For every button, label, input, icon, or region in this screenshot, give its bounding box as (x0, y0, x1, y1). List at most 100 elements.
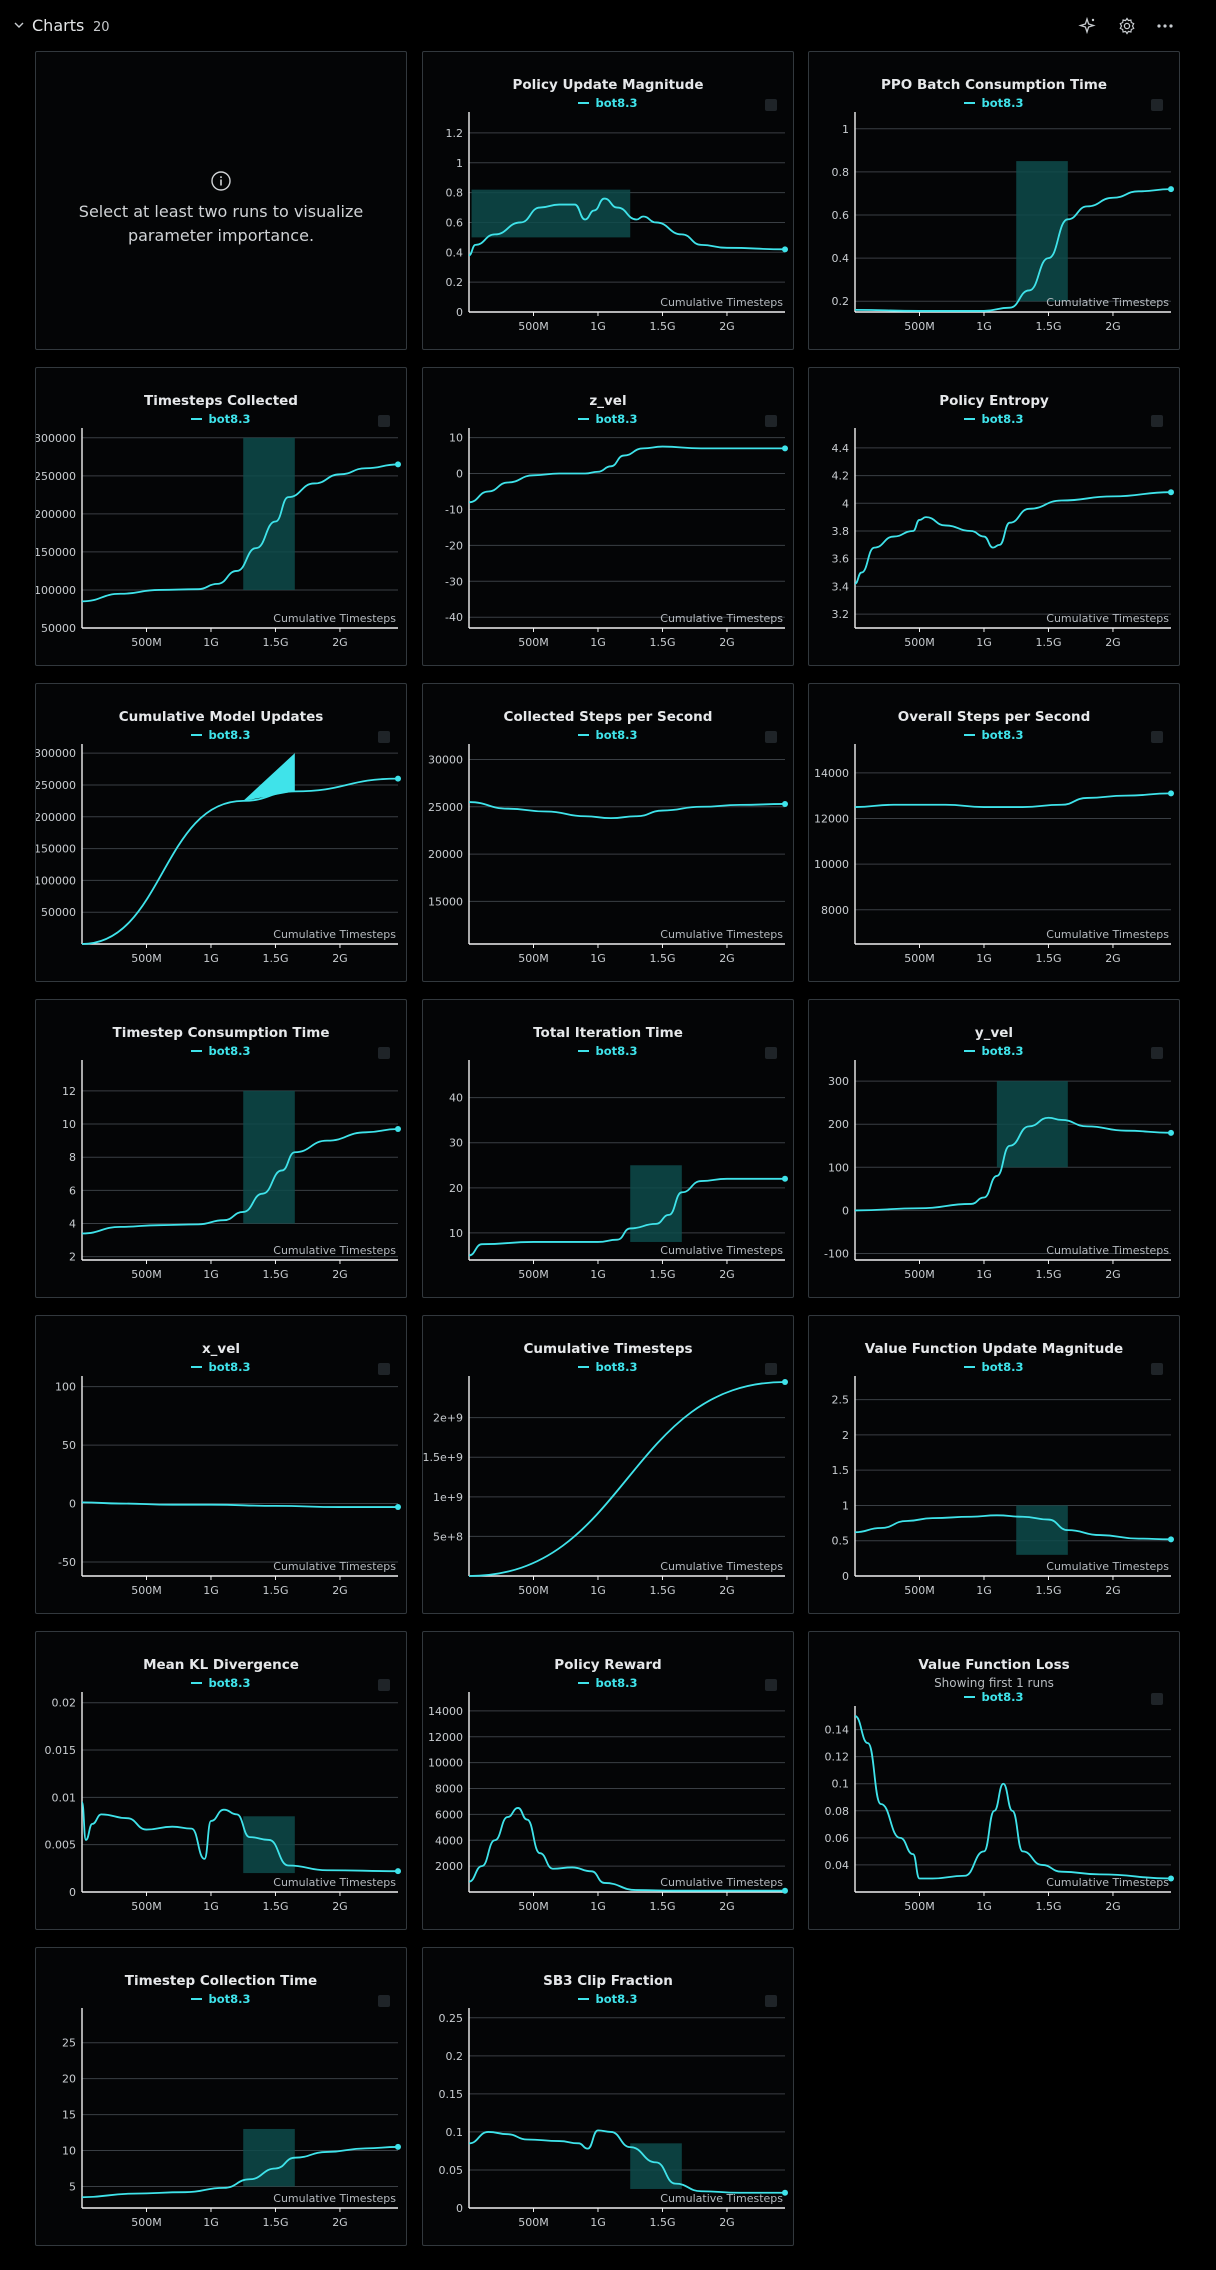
series-line-bot8-3[interactable] (468, 2129, 785, 2194)
chart-panel-x-vel[interactable]: x_vel bot8.3 -50 0 50 100 500M 1G 1.5G 2G Cumulati… (35, 1315, 407, 1614)
series-endpoint[interactable] (782, 1887, 788, 1894)
chart-menu-button[interactable] (378, 1995, 390, 2007)
series-line-bot8-3[interactable] (468, 1381, 786, 1577)
series-line-bot8-3[interactable] (81, 1501, 398, 1508)
chart-legend[interactable]: bot8.3 (36, 1044, 406, 1058)
chart-panel-mean-kl-divergence[interactable]: Mean KL Divergence bot8.3 0 0.005 0.01 0.015 0… (35, 1631, 407, 1930)
chart-legend[interactable]: bot8.3 (423, 728, 793, 742)
series-endpoint[interactable] (1168, 1536, 1174, 1543)
series-endpoint[interactable] (395, 1504, 401, 1511)
chart-panel-sb3-clip-fraction[interactable]: SB3 Clip Fraction bot8.3 0 0.05 0.1 0.15 0.2 0.… (422, 1947, 794, 2246)
chart-panel-overall-steps-per-second[interactable]: Overall Steps per Second bot8.3 8000 10000 1… (808, 683, 1180, 982)
series-line-bot8-3[interactable] (81, 1801, 399, 1873)
chart-menu-button[interactable] (765, 1679, 777, 1691)
series-endpoint[interactable] (782, 445, 788, 452)
series-line-bot8-3[interactable] (854, 1116, 1172, 1212)
series-endpoint[interactable] (782, 800, 788, 807)
chart-menu-button[interactable] (378, 1679, 390, 1691)
chart-menu-button[interactable] (378, 1363, 390, 1375)
chart-panel-total-iteration-time[interactable]: Total Iteration Time bot8.3 10 20 30 40 500M 1G… (422, 999, 794, 1298)
series-endpoint[interactable] (395, 2143, 401, 2150)
chart-legend[interactable]: bot8.3 (36, 1360, 406, 1374)
chart-menu-button[interactable] (378, 415, 390, 427)
chart-legend[interactable]: bot8.3 (809, 728, 1179, 742)
chart-legend[interactable]: bot8.3 (423, 1360, 793, 1374)
series-line-bot8-3[interactable] (854, 792, 1172, 808)
chart-panel-policy-reward[interactable]: Policy Reward bot8.3 2000 4000 6000 8000 10000… (422, 1631, 794, 1930)
chart-panel-cumulative-model-updates[interactable]: Cumulative Model Updates bot8.3 50000 10000… (35, 683, 407, 982)
chart-panel-timestep-collection-time[interactable]: Timestep Collection Time bot8.3 5 10 15 20 25 5… (35, 1947, 407, 2246)
chart-panel-y-vel[interactable]: y_vel bot8.3 -100 0 100 200 300 500M 1G 1.5G 2G Cum… (808, 999, 1180, 1298)
chart-menu-button[interactable] (765, 1047, 777, 1059)
section-title[interactable]: Charts (32, 16, 85, 35)
chart-menu-button[interactable] (1151, 1047, 1163, 1059)
chart-legend[interactable]: bot8.3 (809, 412, 1179, 426)
series-endpoint[interactable] (1168, 1129, 1174, 1136)
chart-panel-policy-entropy[interactable]: Policy Entropy bot8.3 3.2 3.4 3.6 3.8 4 4.2 4.4 5… (808, 367, 1180, 666)
series-line-bot8-3[interactable] (468, 445, 785, 504)
gear-icon[interactable] (1117, 16, 1137, 36)
chart-legend[interactable]: bot8.3 (809, 96, 1179, 110)
chart-menu-button[interactable] (1151, 415, 1163, 427)
chart-legend[interactable]: bot8.3 (809, 1690, 1179, 1704)
chevron-down-icon[interactable] (14, 20, 24, 30)
chart-legend[interactable]: bot8.3 (423, 96, 793, 110)
chart-panel-cumulative-timesteps[interactable]: Cumulative Timesteps bot8.3 5e+8 1e+9 1.5e+9… (422, 1315, 794, 1614)
chart-menu-button[interactable] (378, 1047, 390, 1059)
chart-menu-button[interactable] (1151, 1693, 1163, 1705)
series-line-bot8-3[interactable] (468, 801, 786, 820)
chart-panel-z-vel[interactable]: z_vel bot8.3 -40 -30 -20 -10 0 10 500M 1G 1.5G 2G Cu… (422, 367, 794, 666)
chart-panel-policy-update-magnitude[interactable]: Policy Update Magnitude bot8.3 0 0.2 0.4 0.6 0… (422, 51, 794, 350)
chart-legend[interactable]: bot8.3 (423, 1992, 793, 2006)
series-line-bot8-3[interactable] (468, 1807, 785, 1892)
series-line-bot8-3[interactable] (854, 188, 1172, 312)
series-endpoint[interactable] (782, 2189, 788, 2196)
series-endpoint[interactable] (395, 461, 401, 468)
chart-panel-timestep-consumption-time[interactable]: Timestep Consumption Time bot8.3 2 4 6 8 10 12 5… (35, 999, 407, 1298)
chart-menu-button[interactable] (1151, 731, 1163, 743)
series-line-bot8-3[interactable] (81, 1128, 399, 1235)
chart-menu-button[interactable] (765, 731, 777, 743)
series-endpoint[interactable] (1168, 1875, 1174, 1882)
chart-legend[interactable]: bot8.3 (423, 1676, 793, 1690)
sparkle-icon[interactable] (1078, 16, 1098, 36)
series-line-bot8-3[interactable] (81, 2146, 399, 2199)
chart-menu-button[interactable] (765, 1363, 777, 1375)
chart-legend[interactable]: bot8.3 (423, 1044, 793, 1058)
chart-legend[interactable]: bot8.3 (809, 1044, 1179, 1058)
chart-legend[interactable]: bot8.3 (423, 412, 793, 426)
chart-legend[interactable]: bot8.3 (36, 412, 406, 426)
series-endpoint[interactable] (395, 1126, 401, 1133)
series-endpoint[interactable] (782, 1379, 788, 1385)
series-endpoint[interactable] (1168, 790, 1174, 797)
series-line-bot8-3[interactable] (81, 777, 399, 945)
series-endpoint[interactable] (782, 246, 788, 253)
series-line-bot8-3[interactable] (468, 1177, 785, 1257)
more-icon[interactable] (1155, 16, 1175, 36)
series-line-bot8-3[interactable] (854, 1514, 1172, 1541)
chart-panel-value-function-update-magnitude[interactable]: Value Function Update Magnitude bot8.3 0 0.… (808, 1315, 1180, 1614)
chart-menu-button[interactable] (765, 99, 777, 111)
chart-menu-button[interactable] (378, 731, 390, 743)
chart-panel-ppo-batch-consumption-time[interactable]: PPO Batch Consumption Time bot8.3 0.2 0.4 0.… (808, 51, 1180, 350)
series-endpoint[interactable] (1168, 186, 1174, 193)
chart-legend[interactable]: bot8.3 (36, 728, 406, 742)
series-endpoint[interactable] (395, 1868, 401, 1875)
series-endpoint[interactable] (395, 775, 401, 782)
chart-menu-button[interactable] (1151, 99, 1163, 111)
series-line-bot8-3[interactable] (468, 197, 786, 257)
chart-panel-collected-steps-per-second[interactable]: Collected Steps per Second bot8.3 15000 200… (422, 683, 794, 982)
series-line-bot8-3[interactable] (81, 463, 399, 603)
chart-menu-button[interactable] (765, 415, 777, 427)
chart-legend[interactable]: bot8.3 (36, 1992, 406, 2006)
series-endpoint[interactable] (782, 1175, 788, 1182)
chart-panel-timesteps-collected[interactable]: Timesteps Collected bot8.3 50000 100000 1500… (35, 367, 407, 666)
chart-panel-value-function-loss[interactable]: Value Function Loss Showing first 1 runs b… (808, 1631, 1180, 1930)
series-line-bot8-3[interactable] (854, 491, 1172, 585)
series-endpoint[interactable] (1168, 489, 1174, 496)
series-line-bot8-3[interactable] (854, 1715, 1172, 1880)
chart-legend[interactable]: bot8.3 (809, 1360, 1179, 1374)
chart-menu-button[interactable] (1151, 1363, 1163, 1375)
chart-menu-button[interactable] (765, 1995, 777, 2007)
chart-legend[interactable]: bot8.3 (36, 1676, 406, 1690)
